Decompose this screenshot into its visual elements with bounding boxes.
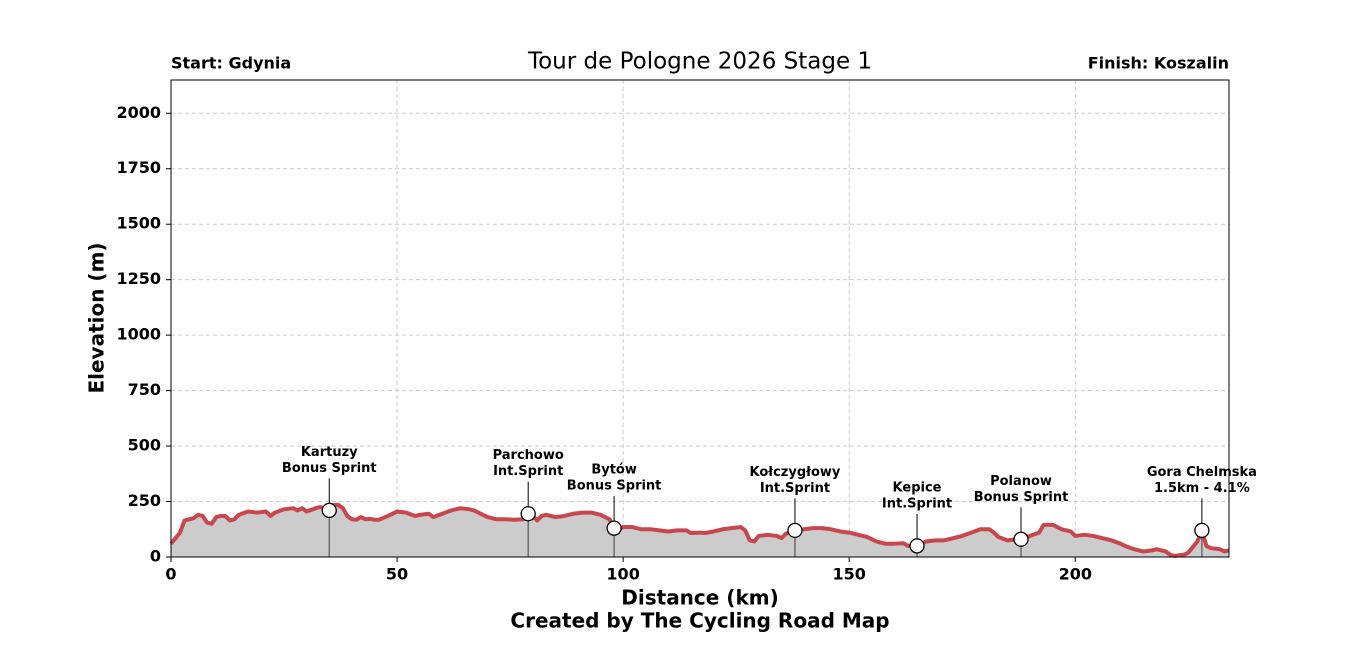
y-tick-label: 2000 [116, 103, 161, 122]
chart-title: Tour de Pologne 2026 Stage 1 [527, 49, 872, 75]
y-tick-label: 1500 [116, 214, 161, 233]
y-tick-label: 0 [150, 547, 161, 566]
marker-label: Polanow [990, 474, 1052, 489]
marker-label: Bonus Sprint [282, 461, 377, 476]
marker-label: Bytów [591, 463, 637, 478]
y-tick-label: 1750 [116, 158, 161, 177]
marker [787, 522, 803, 539]
x-axis-label: Distance (km) [621, 586, 778, 610]
marker-label: Bonus Sprint [974, 490, 1069, 505]
y-tick-label: 1000 [116, 325, 161, 344]
elevation-line [169, 502, 1230, 558]
finish-label: Finish: Koszalin [1088, 54, 1229, 73]
x-tick-label: 200 [1059, 565, 1092, 584]
marker-label: Bonus Sprint [567, 479, 662, 494]
marker [321, 502, 337, 519]
start-label: Start: Gdynia [171, 54, 291, 73]
marker-label: Int.Sprint [760, 481, 830, 496]
marker-label: Parchowo [493, 448, 564, 463]
marker [520, 506, 536, 522]
plot-frame [170, 79, 1230, 558]
x-tick-label: 0 [165, 565, 176, 584]
y-tick-label: 250 [128, 491, 161, 510]
marker [1194, 522, 1210, 539]
marker-label: Int.Sprint [882, 496, 952, 511]
y-tick-label: 500 [128, 436, 161, 455]
marker-label: Kartuzy [301, 445, 358, 460]
marker-label: Kepice [893, 480, 942, 495]
y-axis-label: Elevation (m) [85, 242, 109, 393]
marker-label: Int.Sprint [493, 464, 563, 479]
x-tick-label: 150 [833, 565, 866, 584]
y-tick-label: 750 [128, 380, 161, 399]
x-tick-label: 100 [606, 565, 639, 584]
marker-label: Gora Chelmska [1147, 465, 1257, 480]
marker [1013, 531, 1029, 547]
marker [606, 520, 622, 536]
y-tick-label: 1250 [116, 269, 161, 288]
credit: Created by The Cycling Road Map [510, 609, 889, 633]
marker-label: 1.5km - 4.1% [1154, 481, 1250, 496]
marker [909, 538, 925, 554]
marker-label: Kołczygłowy [749, 465, 840, 480]
x-tick-label: 50 [386, 565, 408, 584]
